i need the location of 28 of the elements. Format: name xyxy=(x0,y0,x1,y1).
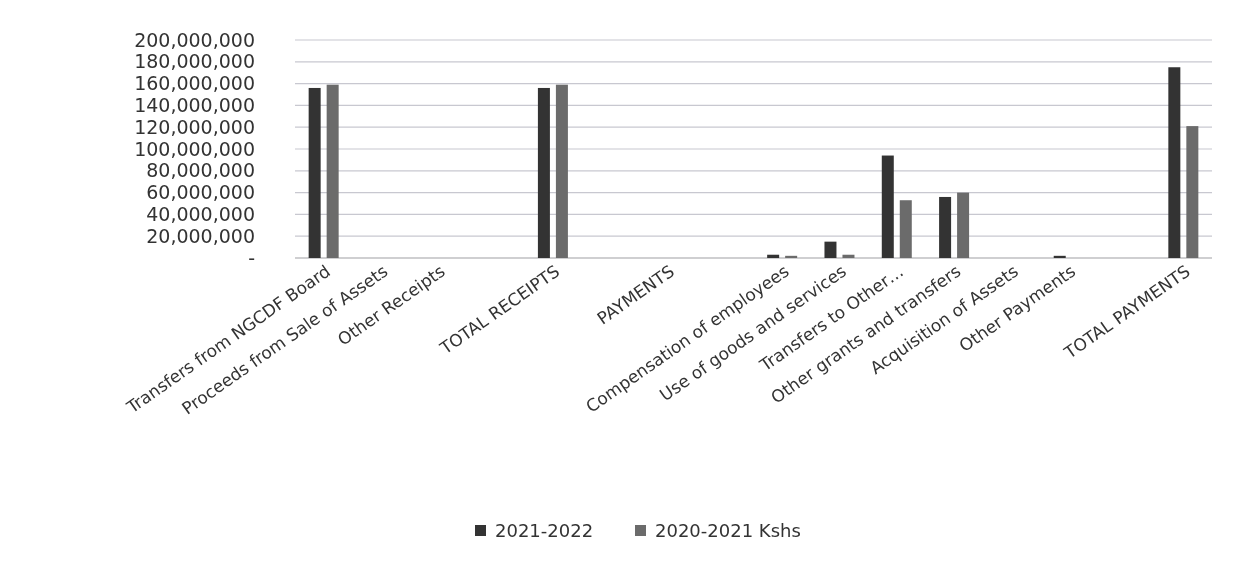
bar xyxy=(1186,126,1199,258)
y-tick-label: 80,000,000 xyxy=(146,159,255,182)
y-tick-label: 120,000,000 xyxy=(134,115,255,138)
bar xyxy=(957,192,970,258)
bar xyxy=(824,241,837,258)
legend-label: 2020-2021 Kshs xyxy=(655,520,801,542)
bar xyxy=(842,254,855,258)
bar xyxy=(1053,255,1066,258)
bar xyxy=(939,196,952,258)
y-tick-label: 60,000,000 xyxy=(146,181,255,204)
y-tick-label: 140,000,000 xyxy=(134,94,255,117)
y-tick-label: 200,000,000 xyxy=(134,28,255,51)
bar xyxy=(326,84,339,258)
bar xyxy=(555,84,568,258)
y-tick-label: - xyxy=(248,246,255,269)
y-tick-label: 160,000,000 xyxy=(134,72,255,95)
bar xyxy=(899,200,912,258)
bar xyxy=(767,254,780,258)
y-tick-label: 180,000,000 xyxy=(134,50,255,73)
y-tick-label: 40,000,000 xyxy=(146,203,255,226)
bar xyxy=(1168,67,1181,258)
bar xyxy=(308,87,321,258)
bar xyxy=(785,255,798,258)
legend-label: 2021-2022 xyxy=(495,520,594,542)
bar xyxy=(537,87,550,258)
bar xyxy=(881,155,894,258)
y-tick-label: 100,000,000 xyxy=(134,137,255,160)
y-tick-label: 20,000,000 xyxy=(146,224,255,247)
